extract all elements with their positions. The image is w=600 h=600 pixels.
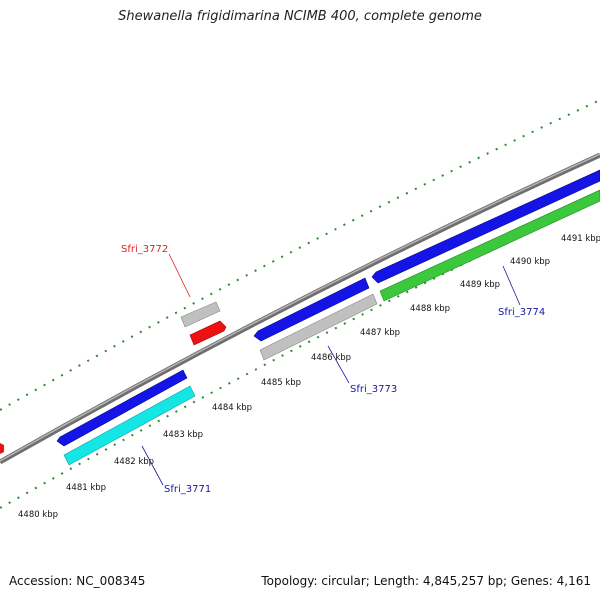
leader-lines: [141, 253, 521, 486]
tick-label: 4489 kbp: [460, 280, 500, 290]
tick-label: 4484 kbp: [212, 403, 252, 413]
tick-label: 4486 kbp: [311, 353, 351, 363]
gene-sfri-3773: [259, 293, 378, 361]
gene-blue-3771-upstream: [56, 369, 188, 447]
gene-label-sfri-3774: Sfri_3774: [498, 307, 545, 318]
genome-backbone: [0, 152, 600, 465]
gene-sfri-3772: [189, 320, 227, 346]
gene-sfri-3774: [379, 189, 600, 302]
genome-backbone-highlight: [0, 153, 600, 462]
tick-label: 4483 kbp: [163, 430, 203, 440]
outer-tick-ring: [0, 99, 600, 411]
gene-blue-3773-upstream: [253, 277, 370, 342]
gene-blue-3774-upstream: [371, 169, 600, 284]
gene-label-sfri-3771: Sfri_3771: [164, 484, 211, 495]
tick-label: 4490 kbp: [510, 257, 550, 267]
inner-tick-ring: [0, 197, 600, 509]
tick-label: 4491 kbp: [561, 234, 600, 244]
leader-sfri-3773: [327, 345, 350, 384]
tick-label: 4488 kbp: [410, 304, 450, 314]
accession-text: Accession: NC_008345: [9, 574, 146, 588]
leader-sfri-3771: [141, 445, 164, 486]
tick-labels: 4480 kbp 4481 kbp 4482 kbp 4483 kbp 4484 kbp…: [18, 234, 600, 520]
gene-red-left-edge: [0, 443, 4, 454]
gene-sfri-3771: [63, 385, 196, 466]
topology-text: Topology: circular; Length: 4,845,257 bp…: [261, 574, 591, 588]
tick-label: 4482 kbp: [114, 457, 154, 467]
tick-label: 4481 kbp: [66, 483, 106, 493]
tick-label: 4480 kbp: [18, 510, 58, 520]
tick-label: 4487 kbp: [360, 328, 400, 338]
gene-labels: Sfri_3771 Sfri_3772 Sfri_3773 Sfri_3774: [121, 244, 545, 495]
gene-label-sfri-3773: Sfri_3773: [350, 384, 397, 395]
leader-sfri-3774: [502, 265, 521, 306]
leader-sfri-3772: [168, 253, 191, 298]
map-title: Shewanella frigidimarina NCIMB 400, comp…: [118, 9, 482, 24]
gene-sfri-3772-gray: [180, 301, 221, 328]
gene-shapes: [0, 169, 600, 466]
gene-label-sfri-3772: Sfri_3772: [121, 244, 168, 255]
tick-label: 4485 kbp: [261, 378, 301, 388]
